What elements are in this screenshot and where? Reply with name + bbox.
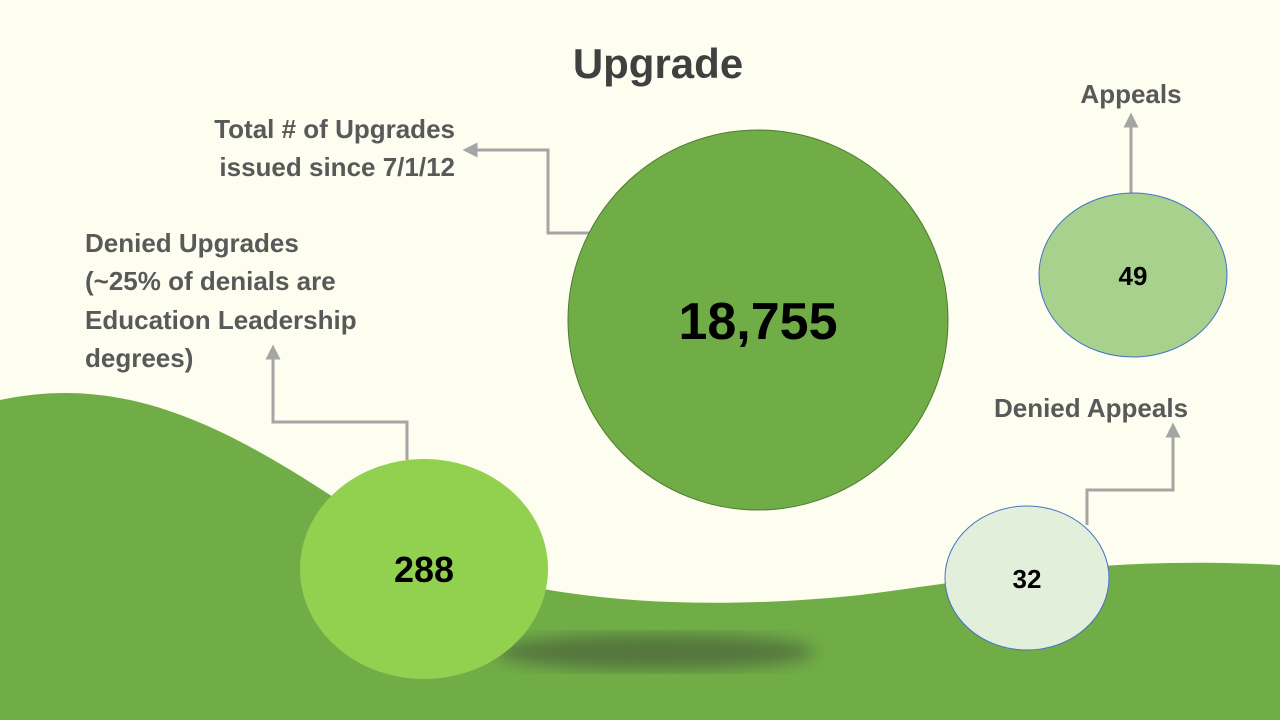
label: Education Leadership: [85, 305, 357, 335]
circle: [1038, 192, 1228, 358]
label: degrees): [85, 343, 193, 373]
value: 32: [1013, 564, 1042, 594]
label: Total # of Upgrades: [214, 114, 455, 144]
circle: [944, 505, 1110, 651]
hill: [0, 392, 1280, 720]
circle: [300, 459, 548, 679]
label: Appeals: [1080, 79, 1181, 109]
connector: [265, 344, 409, 460]
label: Denied Upgrades: [85, 228, 299, 258]
title: Upgrade: [573, 40, 743, 87]
connector: [462, 142, 590, 235]
circle: [567, 129, 949, 511]
label: (~25% of denials are: [85, 266, 336, 296]
shadow: [495, 634, 815, 670]
value: 49: [1119, 261, 1148, 291]
value: 288: [394, 549, 454, 590]
label: Denied Appeals: [994, 393, 1188, 423]
label: issued since 7/1/12: [219, 152, 455, 182]
value: 18,755: [678, 293, 837, 351]
connector: [1085, 422, 1181, 525]
